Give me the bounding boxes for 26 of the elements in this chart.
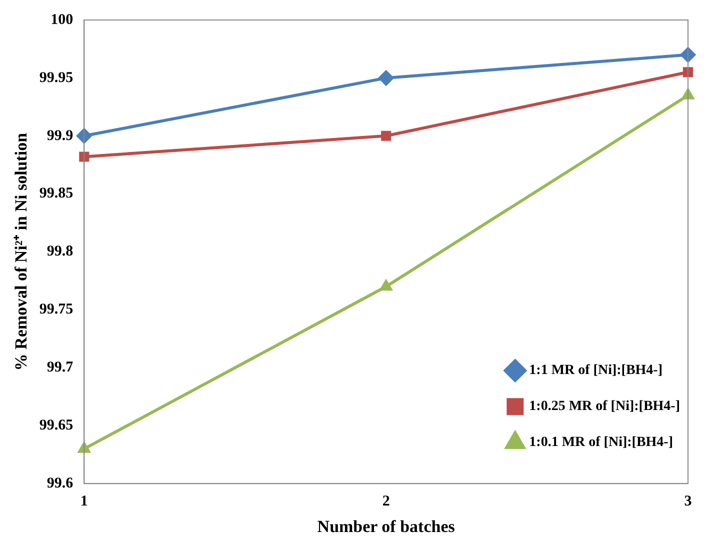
point <box>381 130 392 141</box>
y-tick-label: 99.9 <box>46 128 74 144</box>
y-tick-label: 99.75 <box>39 302 74 318</box>
point <box>76 128 92 144</box>
point <box>682 88 694 100</box>
point <box>378 70 394 86</box>
y-tick-label: 100 <box>50 12 74 28</box>
legend-label: 1:0.25 MR of [Ni]:[BH4-] <box>529 399 680 414</box>
point <box>78 442 90 453</box>
y-tick-label: 99.65 <box>39 418 74 434</box>
x-axis-title: Number of batches <box>317 517 456 536</box>
legend-label: 1:1 MR of [Ni]:[BH4-] <box>529 363 663 378</box>
y-tick-label: 99.95 <box>39 70 74 86</box>
point <box>79 152 90 162</box>
x-tick-label: 2 <box>382 493 390 510</box>
y-tick-label: 99.6 <box>46 475 74 492</box>
y-tick-label: 99.8 <box>46 244 74 260</box>
point <box>682 67 694 78</box>
x-tick-label: 3 <box>684 493 692 510</box>
y-tick-label: 99.85 <box>39 186 74 202</box>
y-tick-label: 99.7 <box>46 360 74 376</box>
legend-label: 1:0.1 MR of [Ni]:[BH4-] <box>529 435 674 450</box>
point <box>380 280 392 291</box>
x-tick-label: 1 <box>80 493 88 510</box>
point <box>680 47 696 62</box>
y-axis-title: % Removal of Ni²⁺ in Ni solution <box>12 132 31 371</box>
